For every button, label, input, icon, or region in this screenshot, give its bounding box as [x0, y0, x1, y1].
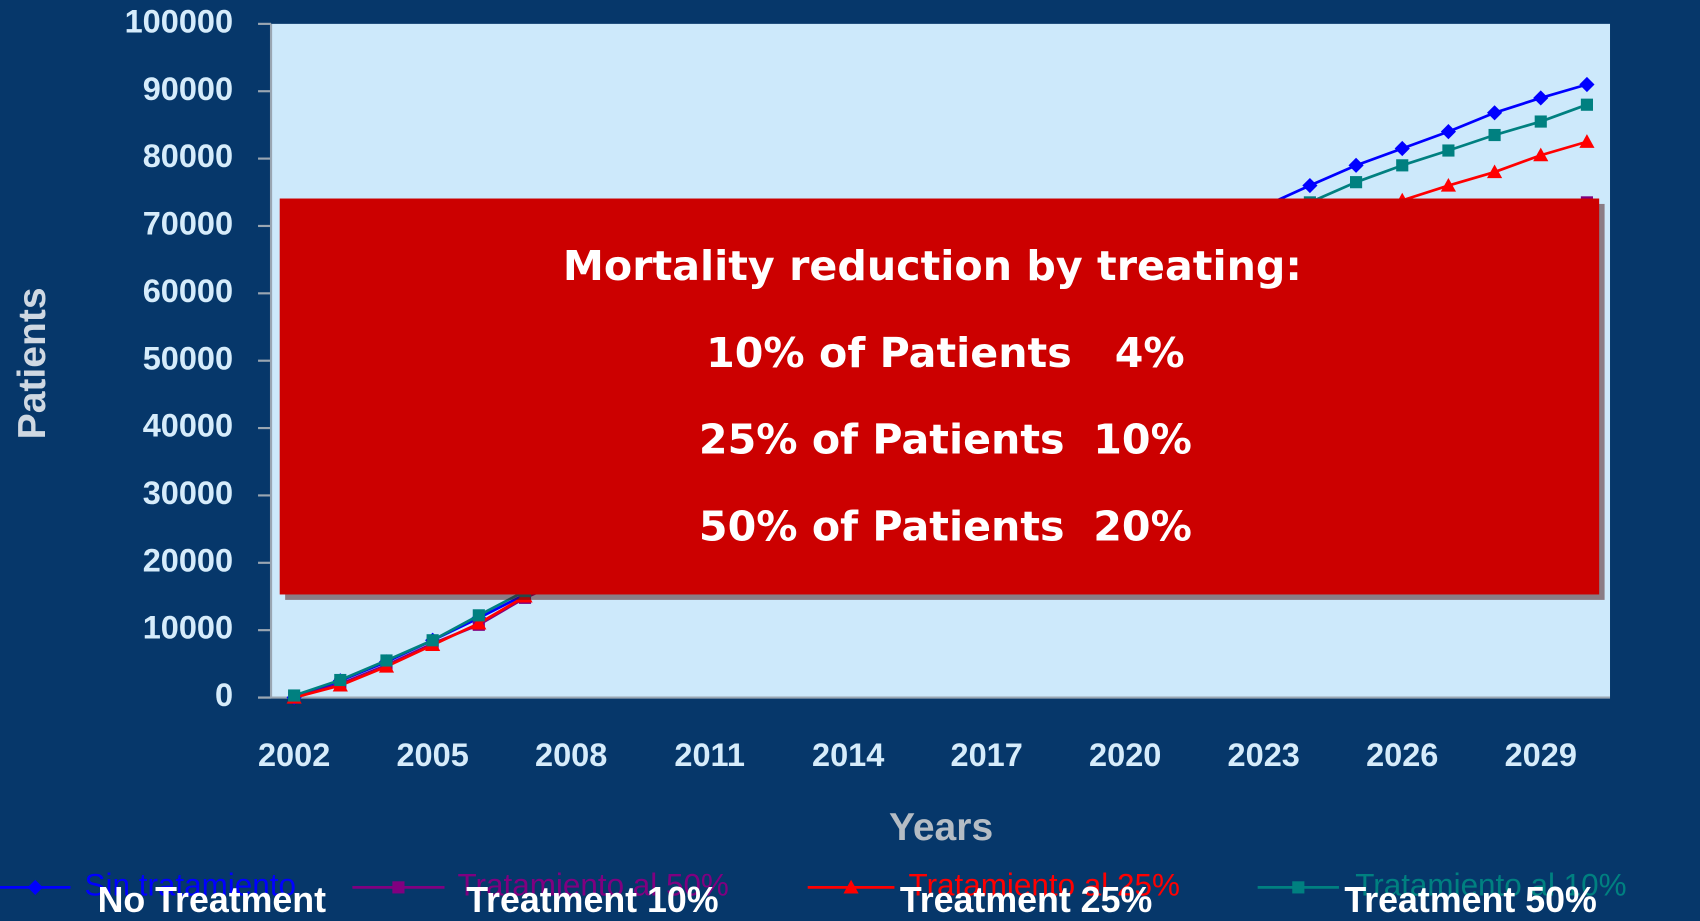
marker [471, 615, 487, 630]
annotation-title: Mortality reduction by treating: [563, 242, 1302, 290]
marker [1396, 159, 1409, 172]
marker [334, 673, 347, 687]
marker [288, 689, 301, 702]
legend-label: Sin tratamiento [85, 868, 296, 903]
y-tick-label: 50000 [143, 340, 233, 376]
marker [380, 654, 393, 667]
marker [843, 879, 859, 894]
marker [1534, 115, 1547, 128]
marker [1302, 177, 1318, 194]
marker [1442, 144, 1455, 157]
legend-overlay-label: Treatment 25% [900, 880, 1152, 920]
marker [1533, 90, 1549, 106]
y-axis-label: Patients [11, 287, 54, 439]
legend-overlay-label: Treatment 50% [1344, 880, 1596, 920]
legend-overlay-label: No Treatment [98, 880, 327, 920]
y-tick-label: 70000 [143, 206, 233, 242]
x-tick-label: 2008 [535, 737, 607, 773]
y-tick-label: 30000 [143, 475, 233, 511]
x-tick-label: 2020 [1089, 737, 1161, 773]
annotation-background [279, 198, 1600, 595]
legend-label: Tratamiento al 50% [458, 868, 729, 903]
x-tick-label: 2011 [674, 737, 745, 773]
marker [27, 879, 43, 895]
marker [1579, 134, 1595, 148]
annotation-box: Mortality reduction by treating: 10% of … [279, 198, 1605, 600]
x-tick-label: 2014 [812, 737, 884, 773]
marker [1488, 128, 1501, 142]
marker [1440, 177, 1457, 192]
y-tick-label: 20000 [143, 542, 233, 578]
y-tick-label: 60000 [143, 273, 233, 309]
marker [392, 881, 405, 894]
annotation-line: 10% of Patients 4% [706, 329, 1185, 377]
x-tick-label: 2026 [1366, 737, 1438, 773]
y-tick-label: 80000 [143, 138, 233, 174]
marker [1486, 105, 1503, 121]
legend-label: Tratamiento al 10% [1355, 868, 1626, 903]
marker [1486, 164, 1503, 179]
marker [1292, 881, 1305, 894]
marker [472, 609, 485, 622]
marker [1394, 140, 1410, 157]
y-tick-label: 10000 [143, 610, 233, 646]
marker [1440, 124, 1457, 140]
legend-label: Tratamiento al 25% [909, 868, 1180, 903]
marker [426, 634, 439, 647]
y-tick-label: 0 [215, 677, 233, 713]
y-tick-label: 90000 [143, 71, 233, 107]
marker [1580, 98, 1593, 111]
x-tick-label: 2017 [951, 737, 1023, 773]
y-tick-label: 100000 [125, 3, 233, 39]
legend-overlay-label: Treatment 10% [466, 880, 718, 920]
y-tick-label: 40000 [143, 408, 233, 444]
x-tick-label: 2002 [258, 737, 330, 773]
annotation-line: 50% of Patients 20% [699, 502, 1192, 550]
x-tick-label: 2029 [1505, 737, 1577, 773]
annotation-line: 25% of Patients 10% [699, 416, 1192, 464]
marker [1533, 147, 1549, 162]
x-tick-label: 2005 [396, 737, 468, 773]
marker [1349, 176, 1363, 189]
x-axis-label: Years [889, 806, 993, 849]
marker [1579, 76, 1595, 93]
x-tick-label: 2023 [1228, 737, 1300, 773]
marker [1348, 157, 1364, 173]
